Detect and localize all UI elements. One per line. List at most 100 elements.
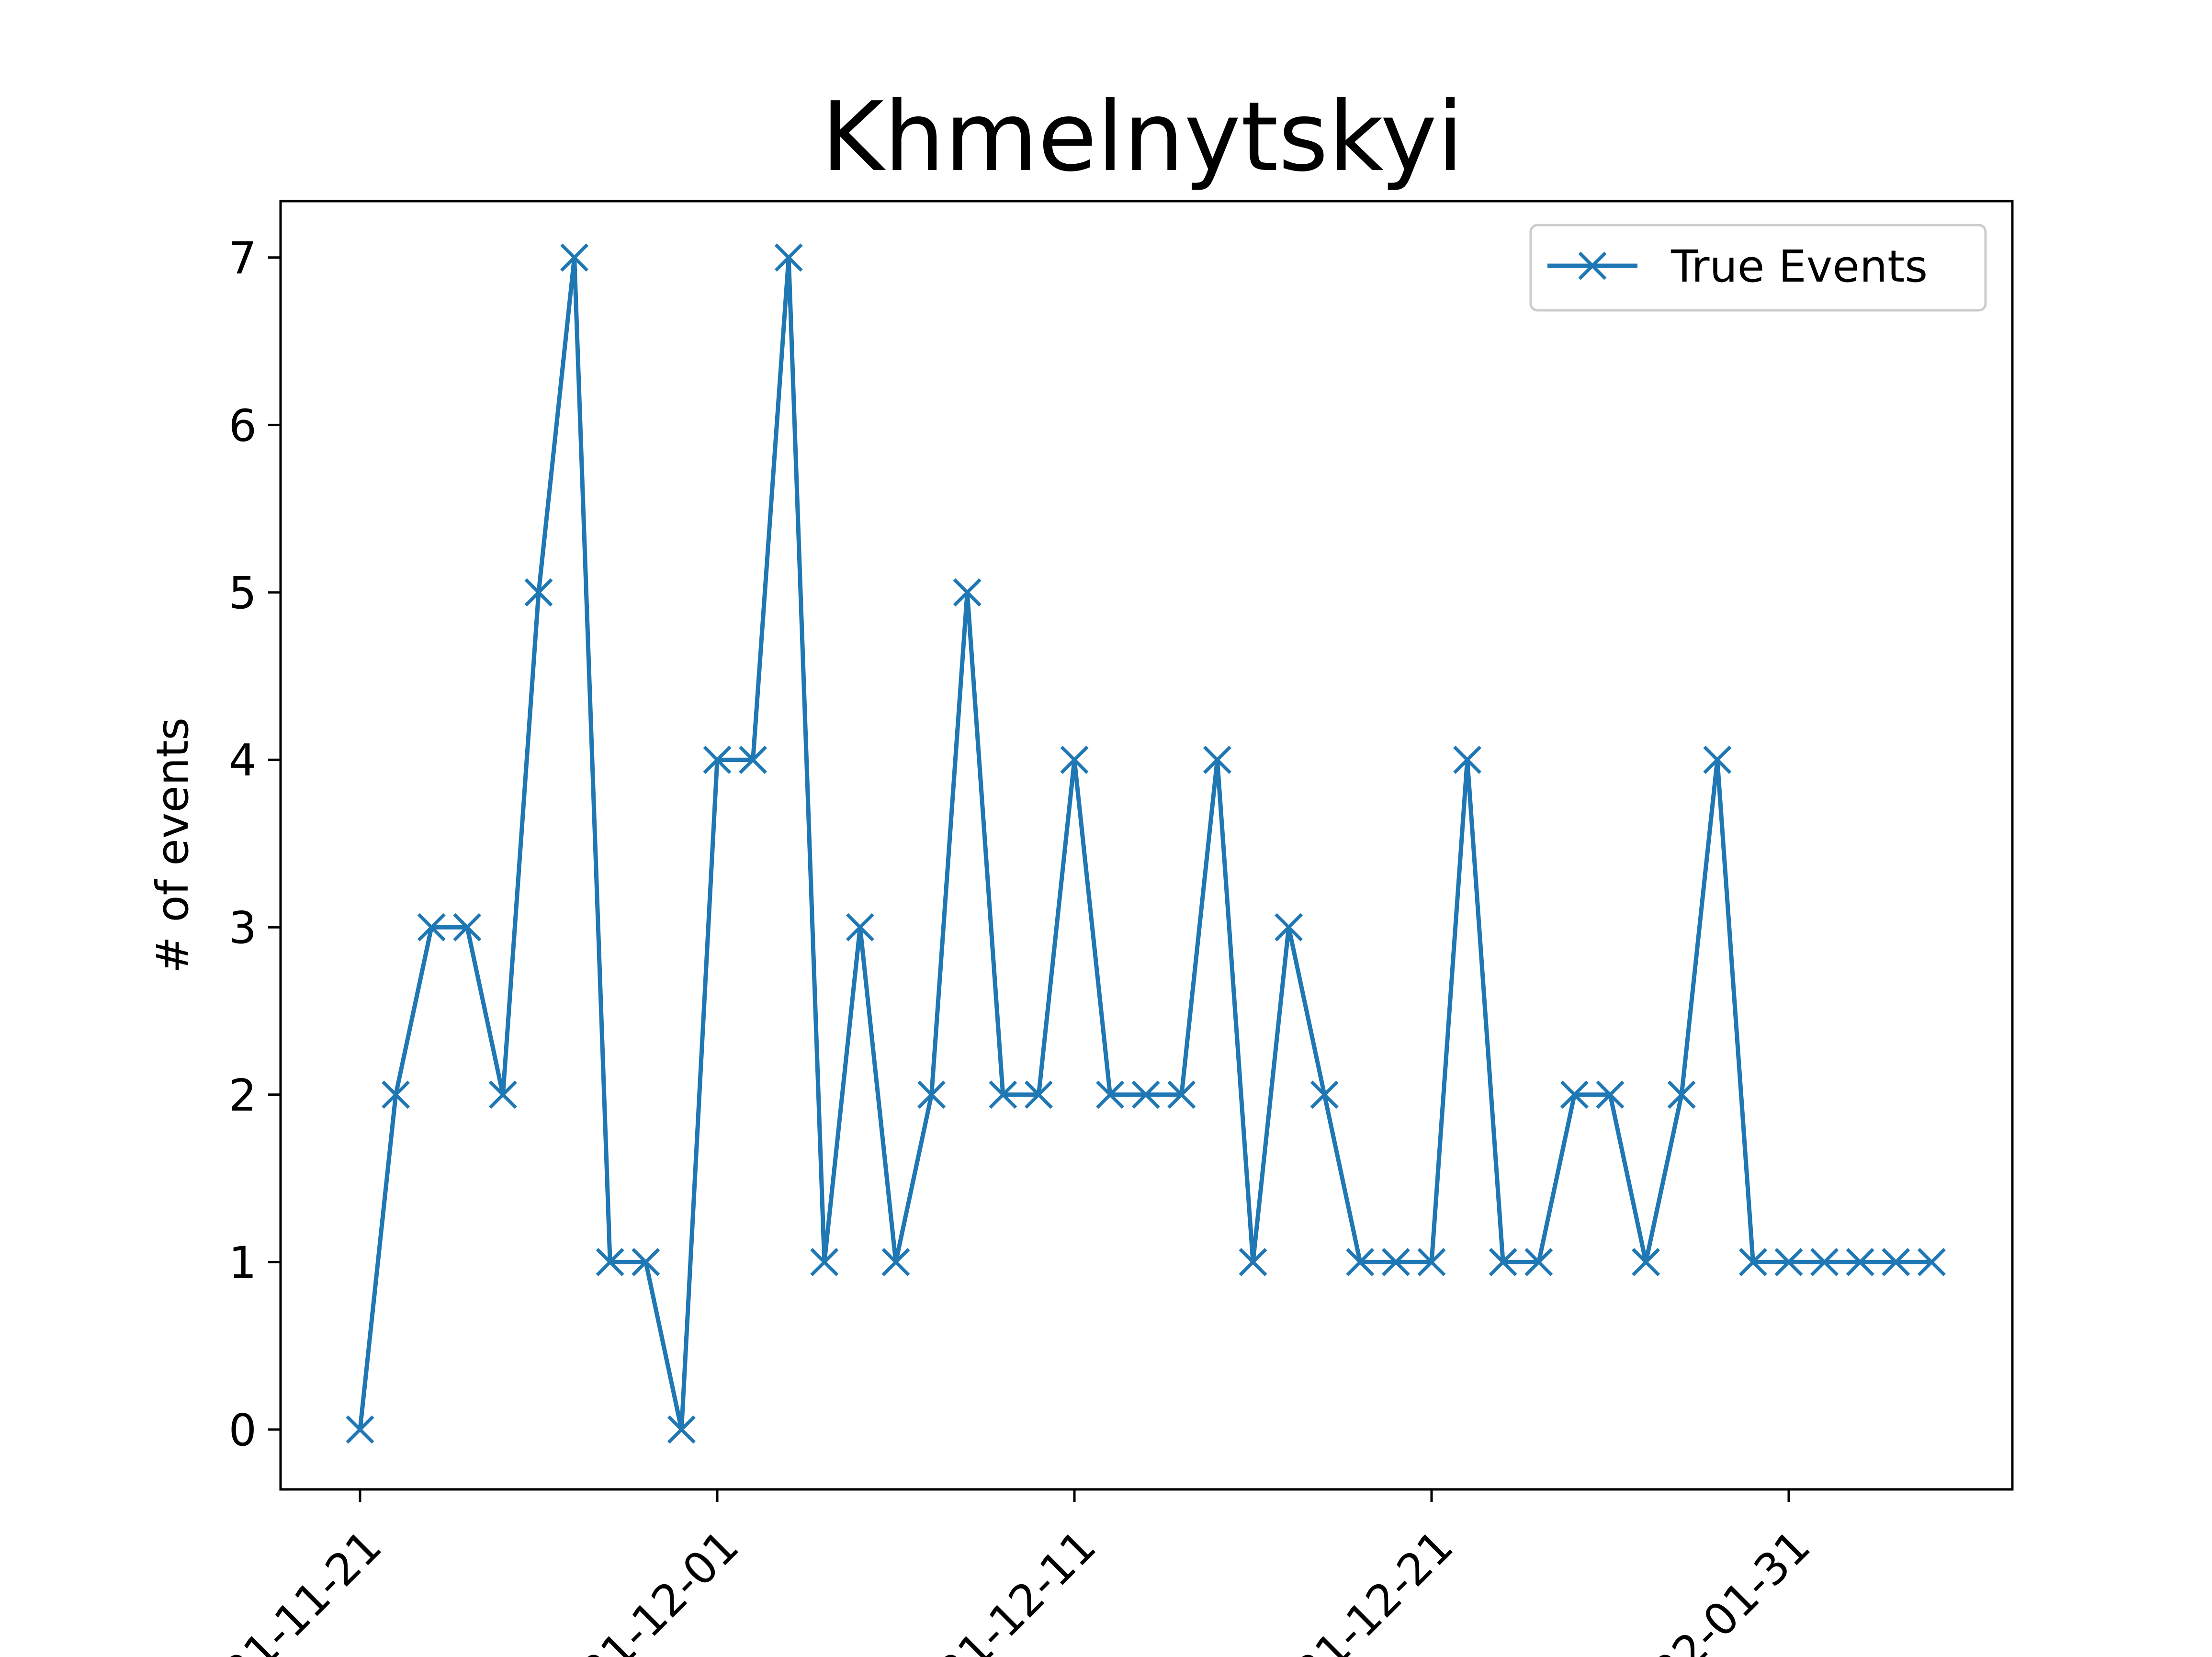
marker-stroke [1596,1080,1625,1109]
marker-stroke [346,1415,374,1444]
marker-stroke [1239,1248,1267,1276]
marker-stroke [774,243,803,272]
y-tick-label: 0 [228,1405,257,1456]
y-tick-label: 4 [228,735,257,786]
chart-title: Khmelnytskyi [821,81,1464,193]
data-point-marker [1882,1248,1910,1276]
data-point-marker [846,913,874,942]
data-point-marker [1632,1248,1660,1276]
data-point-marker [1738,1248,1767,1276]
marker-stroke [1167,1080,1196,1109]
marker-stroke [488,1080,517,1109]
marker-stroke [1917,1248,1946,1276]
data-point-marker [524,578,553,607]
marker-stroke [1810,1248,1839,1276]
data-point-marker [346,1415,374,1444]
legend-marker [1578,251,1607,280]
data-point-marker [1774,1248,1803,1276]
marker-stroke [953,578,982,607]
marker-stroke [703,746,732,774]
y-tick-label: 6 [228,400,257,451]
y-tick-label: 5 [228,567,257,619]
marker-stroke [382,1080,410,1109]
marker-stroke [1417,1248,1446,1276]
marker-stroke [1131,1080,1160,1109]
marker-stroke [1096,1080,1125,1109]
data-point-marker [1346,1248,1375,1276]
marker-stroke [881,1248,910,1276]
data-point-marker [382,1080,410,1109]
data-point-marker [632,1248,660,1276]
marker-stroke [989,1080,1017,1109]
data-point-marker [1275,913,1303,942]
data-point-marker [774,243,803,272]
data-point-marker [1524,1248,1553,1276]
marker-stroke [1774,1248,1803,1276]
data-point-marker [739,746,767,774]
data-point-marker [1703,746,1732,774]
marker-stroke [596,1248,624,1276]
marker-stroke [1310,1080,1339,1109]
marker-stroke [1453,746,1482,774]
data-point-marker [488,1080,517,1109]
marker-stroke [1738,1248,1767,1276]
legend-box [1529,224,1987,312]
marker-stroke [1560,1080,1589,1109]
marker-stroke [417,913,446,942]
marker-stroke [1346,1248,1375,1276]
marker-stroke [739,746,767,774]
marker-stroke [1381,1248,1410,1276]
data-point-marker [1667,1080,1696,1109]
marker-stroke [1060,746,1089,774]
data-point-marker [1560,1080,1589,1109]
y-tick-label: 2 [228,1070,257,1121]
data-point-marker [953,578,982,607]
marker-stroke [1524,1248,1553,1276]
data-point-marker [1203,746,1231,774]
legend: True Events [1529,224,1987,312]
y-tick-label: 1 [228,1237,257,1288]
data-point-marker [596,1248,624,1276]
data-point-marker [1096,1080,1125,1109]
marker-stroke [560,243,589,272]
marker-stroke [846,913,874,942]
data-point-marker [1310,1080,1339,1109]
y-tick-label: 7 [228,233,257,284]
data-point-marker [1489,1248,1517,1276]
marker-stroke [917,1080,946,1109]
data-point-marker [1596,1080,1625,1109]
data-point-marker [1167,1080,1196,1109]
data-point-marker [453,913,482,942]
marker-stroke [1846,1248,1874,1276]
data-point-marker [881,1248,910,1276]
y-tick-label: 3 [228,902,257,953]
data-point-marker [1846,1248,1874,1276]
data-point-marker [1239,1248,1267,1276]
data-point-marker [703,746,732,774]
marker-stroke [810,1248,839,1276]
data-point-marker [1024,1080,1053,1109]
data-point-marker [417,913,446,942]
marker-stroke [453,913,482,942]
data-point-marker [1417,1248,1446,1276]
data-point-marker [560,243,589,272]
marker-stroke [1024,1080,1053,1109]
marker-stroke [667,1415,696,1444]
marker-stroke [524,578,553,607]
data-point-marker [1917,1248,1946,1276]
marker-stroke [632,1248,660,1276]
legend-label-true-events: True Events [1670,241,1928,292]
marker-stroke [1489,1248,1517,1276]
marker-stroke [1203,746,1231,774]
marker-stroke [1882,1248,1910,1276]
data-point-marker [810,1248,839,1276]
data-point-marker [917,1080,946,1109]
marker-stroke [1275,913,1303,942]
data-point-marker [1453,746,1482,774]
data-point-marker [1810,1248,1839,1276]
data-point-marker [667,1415,696,1444]
marker-stroke [1667,1080,1696,1109]
y-axis-label: # of events [147,717,198,973]
